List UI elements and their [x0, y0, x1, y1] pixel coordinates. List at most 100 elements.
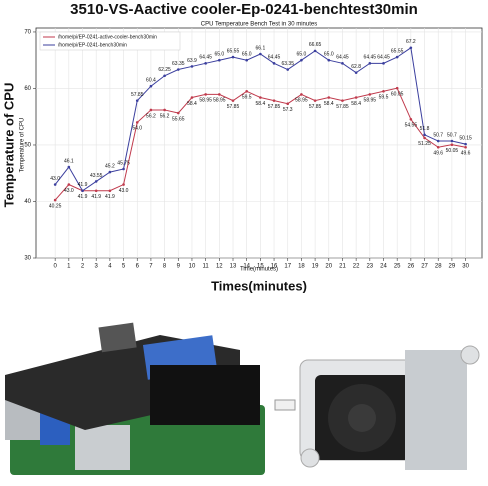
value-label: 65.0: [242, 52, 252, 58]
point: [135, 121, 139, 124]
x-tick-label: 23: [366, 264, 373, 270]
point: [313, 49, 317, 53]
value-label: 41.9: [91, 194, 101, 200]
point: [300, 93, 303, 96]
value-label: 41.9: [78, 194, 88, 200]
value-label: 65.55: [391, 48, 404, 54]
value-label: 58.4: [256, 101, 266, 107]
value-label: 63.9: [187, 58, 197, 64]
value-label: 64.45: [364, 55, 377, 61]
point: [368, 62, 372, 65]
y-label-inner: Temperature of CPU: [20, 118, 26, 173]
point: [327, 96, 331, 99]
value-label: 45.2: [105, 163, 115, 169]
y-tick-label: 40: [24, 199, 31, 205]
x-tick-label: 15: [257, 264, 264, 270]
value-label: 50.05: [446, 148, 459, 154]
x-tick-label: 21: [339, 264, 346, 270]
x-tick-label: 9: [177, 264, 181, 270]
value-label: 58.4: [187, 101, 197, 107]
y-label: Temperature of CPU: [1, 83, 16, 208]
point: [67, 165, 71, 169]
value-label: 49.6: [433, 151, 443, 157]
point: [122, 183, 125, 186]
point: [341, 62, 344, 65]
value-label: 55.65: [172, 116, 185, 122]
value-label: 45.75: [117, 160, 130, 166]
value-label: 58.4: [324, 101, 334, 107]
value-label: 40.25: [49, 203, 62, 209]
value-label: 43.0: [119, 188, 129, 194]
value-label: 43.55: [90, 173, 103, 179]
value-label: 58.95: [199, 98, 212, 104]
point: [176, 68, 180, 71]
value-label: 63.35: [281, 61, 294, 67]
point: [218, 93, 221, 96]
value-label: 66.1: [256, 45, 266, 51]
value-label: 54.0: [132, 126, 142, 132]
point: [272, 62, 276, 65]
point: [176, 111, 180, 115]
x-tick-label: 8: [163, 264, 167, 270]
point: [423, 136, 426, 140]
point: [231, 55, 235, 59]
value-label: 65.0: [214, 52, 224, 58]
x-tick-label: 16: [271, 264, 278, 270]
value-label: 59.5: [379, 95, 389, 101]
value-label: 65.0: [297, 52, 307, 58]
value-label: 41.9: [105, 194, 115, 200]
point: [272, 99, 276, 102]
point: [94, 180, 98, 183]
x-tick-label: 28: [435, 264, 442, 270]
point: [245, 58, 248, 62]
value-label: 57.85: [131, 92, 144, 98]
point: [190, 65, 194, 68]
x-tick-label: 25: [394, 264, 401, 270]
value-label: 58.95: [213, 98, 226, 104]
point: [163, 108, 166, 112]
point: [259, 52, 262, 56]
value-label: 46.1: [64, 158, 74, 164]
point: [436, 139, 440, 143]
point: [286, 102, 290, 106]
point: [313, 99, 317, 102]
value-label: 65.55: [227, 48, 240, 54]
value-label: 57.85: [268, 104, 281, 110]
point: [436, 145, 440, 149]
value-label: 65.0: [324, 52, 334, 58]
point: [135, 99, 139, 102]
point: [149, 84, 153, 88]
x-tick-label: 27: [421, 264, 428, 270]
point: [450, 139, 454, 143]
value-label: 58.4: [351, 101, 361, 107]
x-tick-label: 14: [243, 264, 250, 270]
point: [53, 198, 57, 202]
value-label: 58.95: [364, 98, 377, 104]
x-tick-label: 3: [95, 264, 99, 270]
value-label: 49.6: [461, 151, 471, 157]
y-tick-label: 50: [24, 143, 31, 149]
x-tick-label: 12: [216, 264, 223, 270]
point: [300, 58, 303, 62]
value-label: 60.05: [391, 92, 404, 98]
point: [67, 183, 71, 186]
point: [94, 189, 98, 193]
x-tick-label: 10: [189, 264, 196, 270]
point: [122, 167, 125, 171]
value-label: 62.8: [351, 64, 361, 70]
photo-board: [5, 322, 265, 475]
value-label: 66.65: [309, 42, 322, 48]
x-tick-label: 24: [380, 264, 387, 270]
point: [286, 68, 290, 71]
value-label: 57.85: [309, 104, 322, 110]
point: [382, 62, 385, 65]
x-tick-label: 19: [312, 264, 319, 270]
x-tick-label: 2: [81, 264, 85, 270]
x-tick-label: 20: [325, 264, 332, 270]
value-label: 54.55: [405, 123, 418, 129]
x-tick-label: 0: [53, 264, 57, 270]
value-label: 60.4: [146, 78, 156, 84]
point: [368, 93, 372, 96]
value-label: 58.95: [295, 98, 308, 104]
value-label: 50.7: [433, 132, 443, 138]
